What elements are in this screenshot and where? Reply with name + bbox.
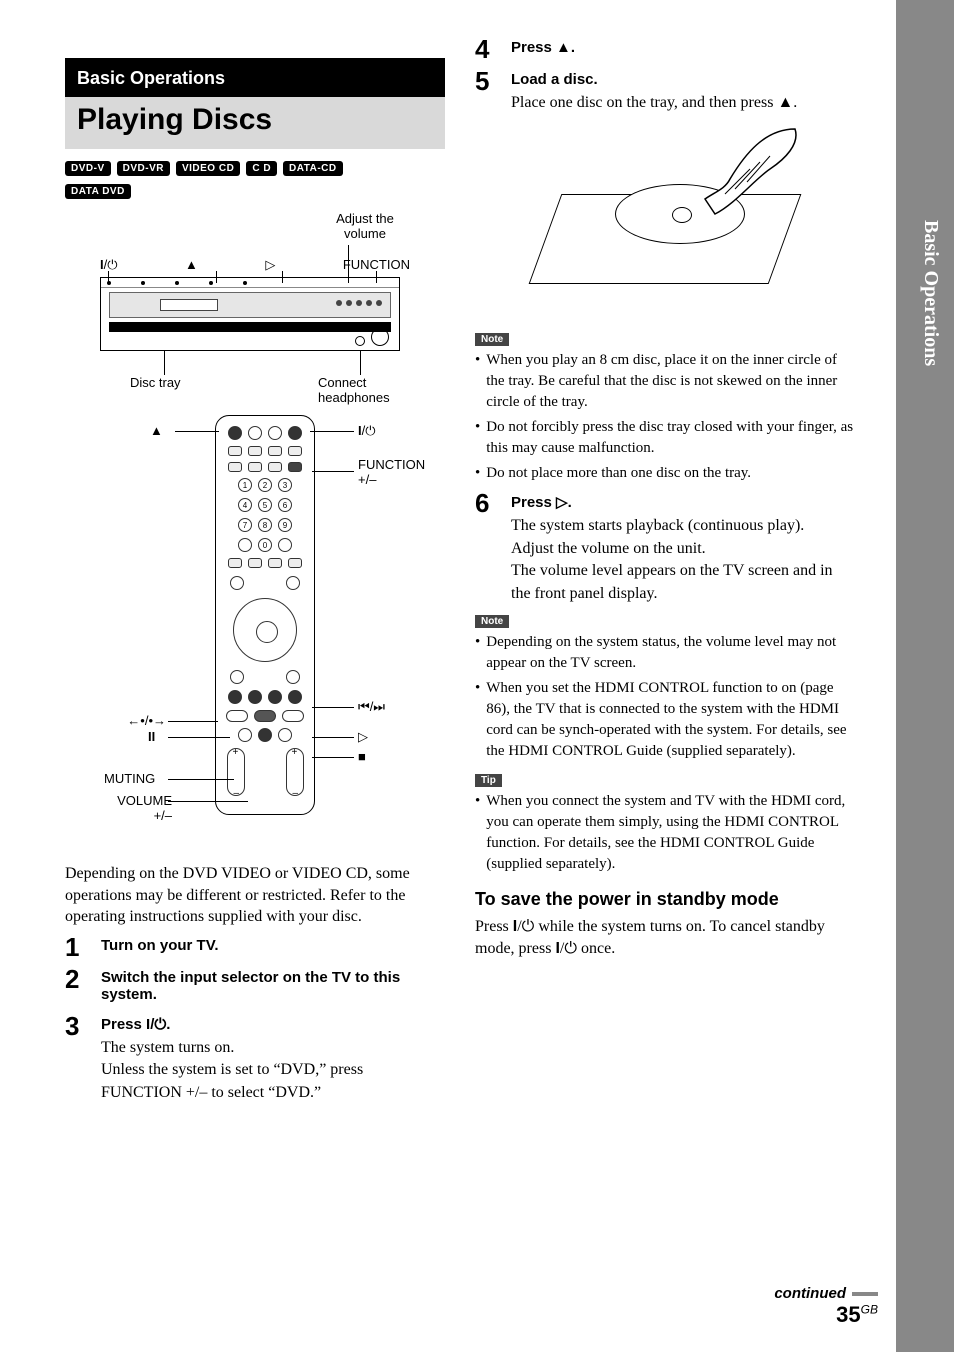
step-heading: Load a disc. [511, 71, 855, 88]
page-suffix: GB [861, 1303, 878, 1317]
tip-label: Tip [475, 774, 502, 787]
intro-text: Depending on the DVD VIDEO or VIDEO CD, … [65, 863, 445, 928]
skip-icon: ⏮/⏭ [358, 699, 385, 715]
tip-list: When you connect the system and TV with … [475, 791, 855, 875]
step-number: 3 [65, 1013, 87, 1039]
format-badges: DVD-V DVD-VR VIDEO CD C D DATA-CD [65, 161, 445, 176]
step-heading: Turn on your TV. [101, 937, 445, 954]
right-column: 4 Press ▲. 5 Load a disc. Place one disc… [475, 30, 855, 1104]
power-icon: I/⏻ [358, 423, 376, 439]
step-body-text: The system starts playback (continuous p… [511, 515, 855, 605]
standby-body: Press I/⏻ while the system turns on. To … [475, 916, 855, 959]
standby-heading: To save the power in standby mode [475, 889, 855, 910]
step-heading: Press ▷. [511, 493, 855, 511]
steps-right-a: 4 Press ▲. 5 Load a disc. Place one disc… [475, 36, 855, 114]
steps-left: 1 Turn on your TV. 2 Switch the input se… [65, 934, 445, 1104]
left-column: Basic Operations Playing Discs DVD-V DVD… [65, 30, 445, 1104]
note-item: Do not forcibly press the disc tray clos… [475, 417, 855, 459]
step: 4 Press ▲. [475, 36, 855, 62]
remote-body: 123 456 789 0 [215, 415, 315, 815]
format-badges-row2: DATA DVD [65, 184, 445, 199]
eject-icon: ▲ [150, 423, 163, 438]
steps-right-b: 6 Press ▷. The system starts playback (c… [475, 490, 855, 605]
remote-diagram: 123 456 789 0 ▲ ←•/•→ [65, 415, 445, 845]
step-number: 4 [475, 36, 497, 62]
replay-advance-icon: ←•/•→ [100, 713, 166, 728]
step: 6 Press ▷. The system starts playback (c… [475, 490, 855, 605]
label-disc-tray: Disc tray [130, 375, 181, 390]
note-item: When you play an 8 cm disc, place it on … [475, 350, 855, 413]
play-icon: ▷ [358, 729, 368, 745]
label-headphones: Connect headphones [318, 375, 413, 405]
player-diagram: Adjust the volume I/⏻ ▲ ▷ FUNCTION [65, 217, 445, 397]
step-heading: Press ▲. [511, 39, 855, 56]
badge: DATA DVD [65, 184, 131, 199]
note-label: Note [475, 333, 509, 346]
badge: DATA-CD [283, 161, 343, 176]
step: 1 Turn on your TV. [65, 934, 445, 960]
step: 2 Switch the input selector on the TV to… [65, 966, 445, 1007]
play-icon: ▷ [265, 257, 275, 273]
step-heading: Press I/⏻. [101, 1016, 445, 1033]
label-volume: VOLUME +/– [102, 793, 172, 823]
step-number: 2 [65, 966, 87, 992]
label-adjust-volume: Adjust the volume [320, 211, 410, 241]
note-item: Depending on the system status, the volu… [475, 632, 855, 674]
stop-icon: ■ [358, 749, 366, 764]
note-label: Note [475, 615, 509, 628]
badge: C D [246, 161, 277, 176]
badge: DVD-VR [117, 161, 170, 176]
side-tab-label: Basic Operations [919, 220, 942, 366]
side-tab: Basic Operations [896, 0, 954, 1352]
pause-icon: II [148, 729, 155, 744]
tip-item: When you connect the system and TV with … [475, 791, 855, 875]
label-function-plusminus: FUNCTION +/– [358, 457, 438, 487]
step-number: 5 [475, 68, 497, 94]
badge: DVD-V [65, 161, 111, 176]
page-number: 35 [836, 1302, 860, 1327]
note-list: When you play an 8 cm disc, place it on … [475, 350, 855, 484]
label-muting: MUTING [104, 771, 155, 786]
section-heading: Basic Operations [65, 58, 445, 97]
note-item: Do not place more than one disc on the t… [475, 463, 855, 484]
step-heading: Switch the input selector on the TV to t… [101, 969, 445, 1003]
step-body-text: The system turns on.Unless the system is… [101, 1037, 445, 1104]
note-item: When you set the HDMI CONTROL function t… [475, 678, 855, 762]
step-number: 1 [65, 934, 87, 960]
step: 3 Press I/⏻. The system turns on.Unless … [65, 1013, 445, 1104]
page-footer: continued 35GB [774, 1285, 878, 1328]
load-disc-figure [505, 124, 825, 324]
eject-icon: ▲ [185, 257, 198, 273]
page-title: Playing Discs [65, 97, 445, 149]
step-number: 6 [475, 490, 497, 516]
player-unit [100, 277, 400, 351]
hand-icon [655, 124, 805, 244]
continued-label: continued [774, 1285, 878, 1302]
badge: VIDEO CD [176, 161, 240, 176]
step-body-text: Place one disc on the tray, and then pre… [511, 92, 855, 114]
step: 5 Load a disc. Place one disc on the tra… [475, 68, 855, 114]
note-list: Depending on the system status, the volu… [475, 632, 855, 762]
